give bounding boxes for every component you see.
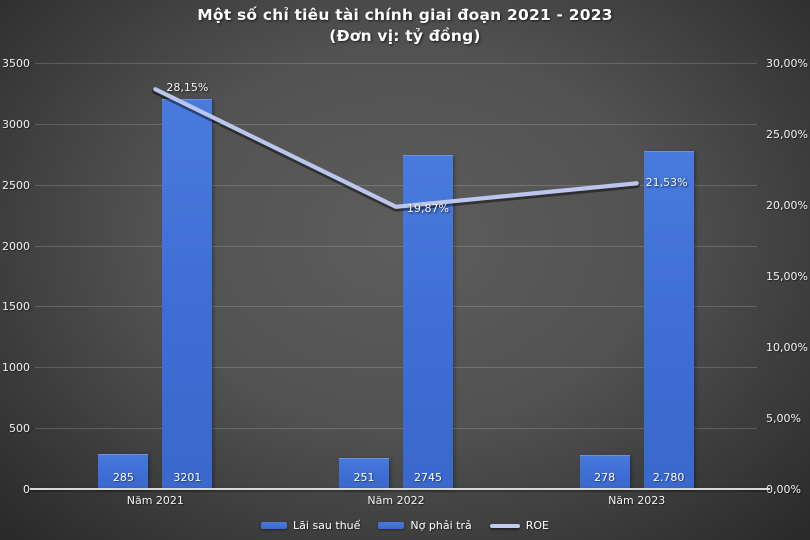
right-tick-2000: 20,00% <box>766 199 808 212</box>
right-tick-1500: 15,00% <box>766 270 808 283</box>
legend-item-Lãi sau thuế: Lãi sau thuế <box>261 519 360 532</box>
right-tick-500: 5,00% <box>766 412 801 425</box>
bar-Lãi sau thuế-Năm 2022: 251 <box>339 458 389 489</box>
left-tick-3000: 3000 <box>2 117 30 131</box>
legend-bar-swatch <box>378 522 405 529</box>
left-tick-2500: 2500 <box>2 178 30 192</box>
legend-line-swatch <box>489 523 520 528</box>
legend-label: Nợ phải trả <box>410 519 472 532</box>
bar-Nợ phải trả-Năm 2021: 3201 <box>162 99 213 489</box>
bar-value-label: 285 <box>112 470 134 484</box>
legend-label: ROE <box>525 519 549 532</box>
roe-point-label: 21,53% <box>645 176 688 190</box>
right-tick-1000: 10,00% <box>766 341 808 354</box>
chart-title: Một số chỉ tiêu tài chính giai đoạn 2021… <box>197 6 613 24</box>
bar-value-label: 3201 <box>173 470 202 484</box>
left-tick-0: 0 <box>23 483 30 496</box>
gridline-1500 <box>35 306 757 308</box>
x-label-Năm 2023: Năm 2023 <box>608 494 666 507</box>
right-tick-3000: 30,00% <box>766 57 808 70</box>
gridline-500 <box>35 428 757 430</box>
left-tick-500: 500 <box>9 422 30 436</box>
roe-point-label: 28,15% <box>166 81 209 95</box>
left-tick-1000: 1000 <box>2 361 30 375</box>
bar-Nợ phải trả-Năm 2023: 2.780 <box>643 150 694 489</box>
left-tick-1500: 1500 <box>2 300 30 314</box>
bar-value-label: 251 <box>353 470 375 484</box>
bar-value-label: 2.780 <box>652 470 685 484</box>
bar-value-label: 278 <box>594 470 616 484</box>
legend: Lãi sau thuế Nợ phải trả ROE <box>0 519 810 532</box>
gridline-3000 <box>35 123 757 125</box>
left-tick-2000: 2000 <box>2 239 30 253</box>
bar-Nợ phải trả-Năm 2022: 2745 <box>403 154 453 489</box>
roe-point-label: 19,87% <box>407 201 449 215</box>
right-tick-000: 0,00% <box>766 483 801 496</box>
bar-Lãi sau thuế-Năm 2023: 278 <box>579 455 630 489</box>
x-label-Năm 2021: Năm 2021 <box>126 494 184 507</box>
bar-value-label: 2745 <box>414 470 442 484</box>
x-axis-line <box>30 488 770 490</box>
gridline-2000 <box>35 245 757 247</box>
legend-item-Nợ phải trả: Nợ phải trả <box>378 519 472 532</box>
chart-subtitle: (Đơn vị: tỷ đồng) <box>329 27 481 45</box>
legend-item-ROE: ROE <box>489 519 549 532</box>
gridline-3500 <box>35 63 757 64</box>
right-tick-2500: 25,00% <box>766 128 808 141</box>
left-tick-3500: 3500 <box>2 57 30 70</box>
legend-bar-swatch <box>261 522 288 529</box>
legend-label: Lãi sau thuế <box>293 519 361 532</box>
bar-Lãi sau thuế-Năm 2021: 285 <box>98 454 149 489</box>
chart-title-block: Một số chỉ tiêu tài chính giai đoạn 2021… <box>0 5 810 47</box>
x-label-Năm 2022: Năm 2022 <box>367 494 425 507</box>
gridline-1000 <box>35 367 757 369</box>
